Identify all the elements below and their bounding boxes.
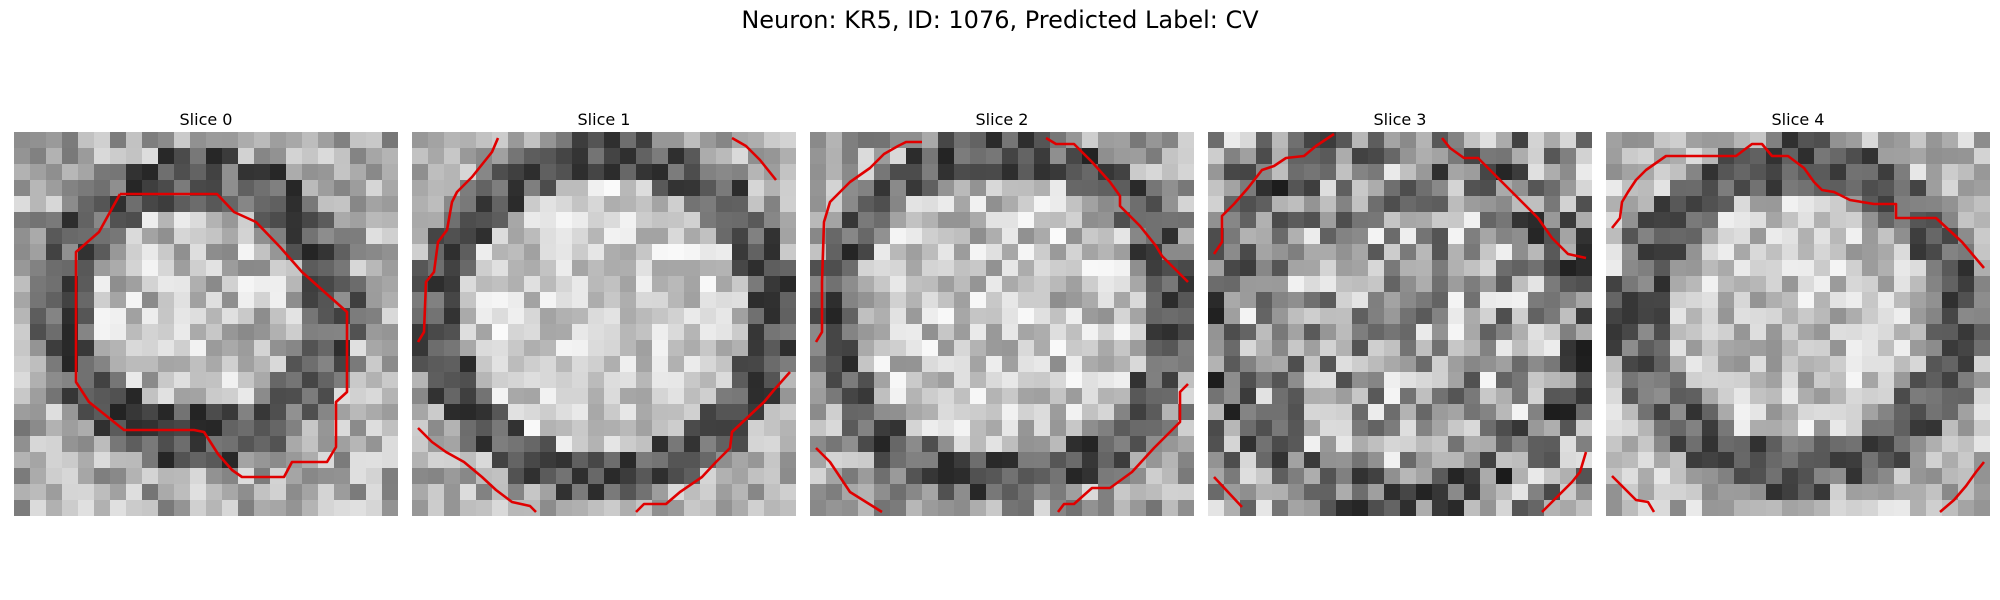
contour-overlay [814,136,1189,514]
contour-line [1212,132,1335,255]
slice-panel-1: Slice 1 [412,108,796,516]
contour-line [731,136,778,181]
grayscale-image [1208,132,1592,516]
contour-overlay [416,136,791,513]
contour-line [815,447,883,514]
slice-title: Slice 4 [1771,110,1825,129]
contour-line [635,371,791,513]
slice-image [412,132,796,516]
slice-panel-0: Slice 0 [14,108,398,516]
contour-line [416,137,500,343]
slice-image [14,132,398,516]
slice-title: Slice 0 [179,110,233,129]
slice-title: Slice 2 [975,110,1029,129]
contour-line [1541,451,1588,513]
contour-line [1939,461,1986,513]
grayscale-image [810,132,1194,516]
contour-line [1610,142,1985,269]
contour-line [74,192,349,479]
slice-panel-3: Slice 3 [1208,108,1592,516]
slice-image [1606,132,1990,516]
contour-overlay [1212,132,1588,513]
slice-title: Slice 3 [1373,110,1427,129]
contour-line [1045,136,1189,283]
grayscale-image [412,132,796,516]
contour-line [1440,137,1587,260]
slice-image [1208,132,1592,516]
contour-overlay [1610,142,1986,513]
contour-line [1611,475,1656,513]
figure-title: Neuron: KR5, ID: 1076, Predicted Label: … [741,6,1259,34]
contour-line [417,427,537,513]
contour-overlay [74,192,349,479]
contour-line [1056,383,1189,513]
slice-panel-4: Slice 4 [1606,108,1990,516]
slice-image [810,132,1194,516]
slice-panel-2: Slice 2 [810,108,1194,516]
grayscale-image [1606,132,1990,516]
slice-title: Slice 1 [577,110,631,129]
contour-line [1213,476,1243,508]
contour-line [814,140,922,343]
